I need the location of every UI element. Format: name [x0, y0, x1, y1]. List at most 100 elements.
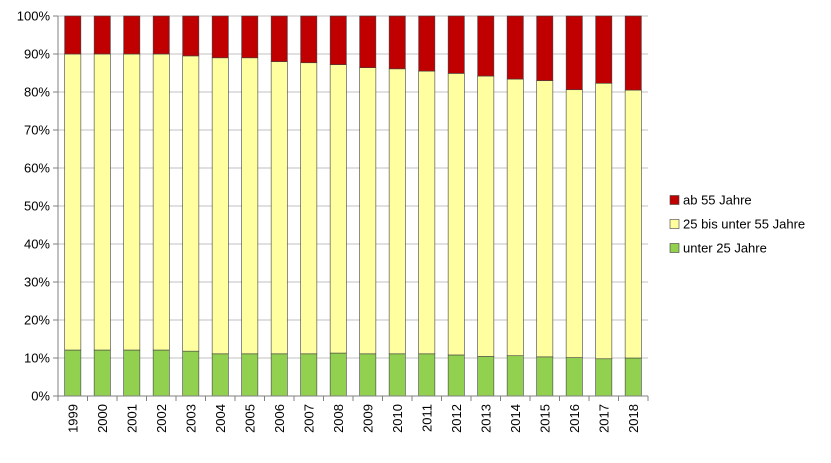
bar-segment	[447, 354, 465, 397]
bar-segment	[388, 68, 406, 355]
bar-segment	[241, 15, 259, 59]
bar-segment	[300, 62, 318, 355]
bar-segment	[182, 55, 200, 352]
x-tick-label: 2002	[154, 404, 169, 433]
bar-segment	[477, 75, 495, 357]
x-tick-label: 2014	[508, 404, 523, 433]
bar-segment	[624, 89, 642, 359]
bar-segment	[93, 15, 111, 55]
bar-segment	[595, 15, 613, 84]
bar-segment	[506, 78, 524, 357]
bar-segment	[536, 80, 554, 358]
bar-segment	[123, 349, 141, 397]
bar-segment	[300, 353, 318, 397]
y-tick-label: 0%	[31, 389, 50, 404]
bar-segment	[211, 15, 229, 59]
x-tick-label: 2016	[567, 404, 582, 433]
bar-segment	[388, 353, 406, 397]
bar-segment	[565, 357, 583, 397]
x-tick-label: 2018	[626, 404, 641, 433]
y-tick-label: 70%	[24, 123, 50, 138]
bar-segment	[152, 53, 170, 351]
bar-segment	[595, 82, 613, 360]
y-tick-label: 10%	[24, 351, 50, 366]
bar-segment	[506, 15, 524, 80]
bar-segment	[270, 15, 288, 62]
bar-segment	[329, 352, 347, 397]
bar-segment	[506, 355, 524, 397]
y-tick-label: 20%	[24, 313, 50, 328]
x-tick-label: 2009	[360, 404, 375, 433]
bar-segment	[447, 73, 465, 356]
legend-entry: ab 55 Jahre	[669, 193, 752, 208]
x-tick-label: 2012	[449, 404, 464, 433]
x-tick-label: 2013	[478, 404, 493, 433]
bar-segment	[624, 357, 642, 397]
legend-swatch	[669, 243, 680, 253]
x-tick-label: 2001	[124, 404, 139, 433]
bar-segment	[359, 15, 377, 68]
bar-segment	[270, 353, 288, 397]
x-tick-label: 2003	[183, 404, 198, 433]
y-tick-label: 80%	[24, 85, 50, 100]
y-tick-label: 50%	[24, 199, 50, 214]
bar-segment	[536, 356, 554, 397]
bar-segment	[64, 15, 82, 55]
legend-label: 25 bis unter 55 Jahre	[683, 217, 805, 232]
bar-segment	[536, 15, 554, 81]
y-tick-labels: 0% 10% 20% 30% 40% 50% 60% 70% 80% 90% 100%	[17, 9, 51, 404]
x-tick-labels: 1999 2000 2001 2002 2003 2004 2005 2006 2007 2008…	[65, 404, 641, 433]
bar-segment	[447, 15, 465, 74]
y-tick-label: 40%	[24, 237, 50, 252]
x-tick-label: 2010	[390, 404, 405, 433]
bar-segment	[477, 15, 495, 77]
bar-segment	[241, 353, 259, 397]
x-tick-label: 2007	[301, 404, 316, 433]
bar-segment	[182, 350, 200, 397]
legend-label: ab 55 Jahre	[683, 193, 752, 208]
bar-segment	[300, 15, 318, 64]
bar-segment	[565, 15, 583, 91]
bar-segment	[211, 353, 229, 397]
legend-entry: 25 bis unter 55 Jahre	[669, 217, 805, 232]
bar-segment	[152, 15, 170, 55]
bar-segment	[477, 356, 495, 397]
x-tick-label: 2005	[242, 404, 257, 433]
legend: ab 55 Jahre 25 bis unter 55 Jahre unter 25…	[669, 193, 805, 256]
legend-swatch	[669, 219, 680, 229]
x-tick-label: 2017	[596, 404, 611, 433]
x-tick-label: 2015	[537, 404, 552, 433]
bar-segment	[418, 15, 436, 72]
bar-segment	[359, 353, 377, 397]
bar-segment	[211, 57, 229, 355]
bar-segment	[329, 15, 347, 65]
bar-segment	[418, 353, 436, 397]
bar-segment	[329, 64, 347, 354]
bar-segment	[64, 349, 82, 397]
bar-segment	[595, 358, 613, 397]
legend-label: unter 25 Jahre	[683, 241, 767, 256]
bar-segment	[182, 15, 200, 57]
x-tick-label: 2011	[419, 404, 434, 432]
bar-segment	[359, 67, 377, 355]
bar-segment	[152, 349, 170, 397]
bar-segment	[64, 53, 82, 351]
bar-segment	[241, 57, 259, 355]
bar-segment	[93, 53, 111, 351]
x-tick-label: 1999	[65, 404, 80, 433]
y-tick-label: 90%	[24, 47, 50, 62]
y-tick-label: 100%	[17, 9, 51, 24]
x-tick-label: 2008	[331, 404, 346, 433]
bar-segment	[418, 70, 436, 355]
legend-swatch	[669, 195, 680, 205]
y-tick-label: 60%	[24, 161, 50, 176]
bar-segment	[624, 15, 642, 91]
bar-segment	[565, 89, 583, 358]
bars	[64, 15, 642, 397]
legend-entry: unter 25 Jahre	[669, 241, 767, 256]
axes	[53, 15, 649, 401]
x-tick-label: 2004	[213, 404, 228, 433]
bar-segment	[270, 61, 288, 355]
